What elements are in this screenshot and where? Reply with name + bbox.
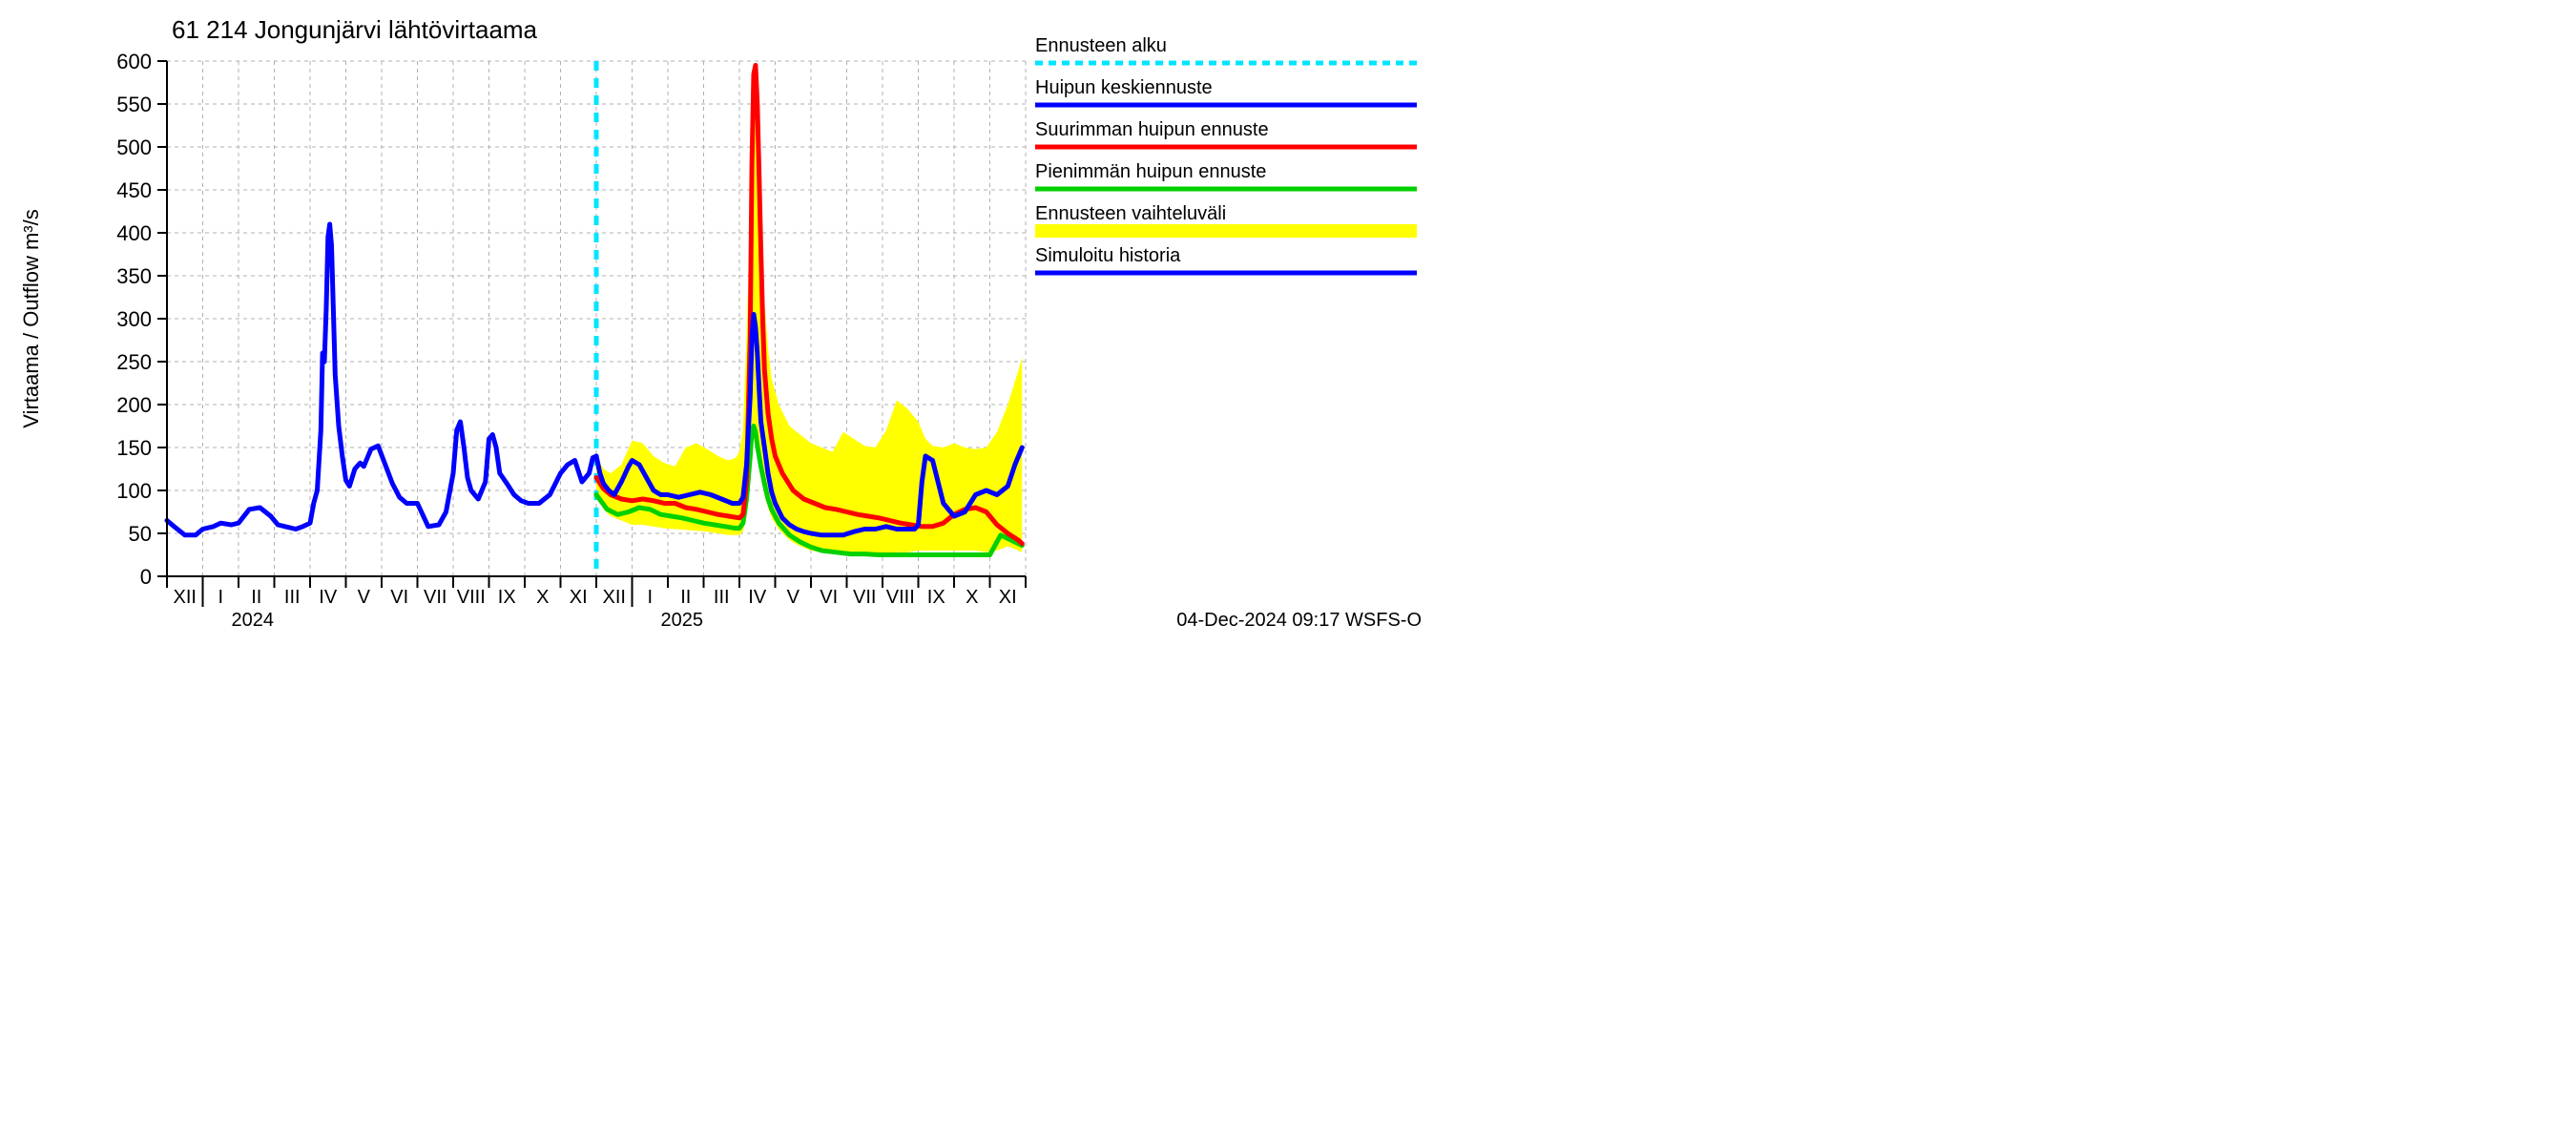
y-tick-label: 500 (116, 135, 152, 159)
x-tick-label: VI (820, 587, 838, 608)
x-tick-label: XII (174, 587, 197, 608)
x-tick-label: X (536, 587, 549, 608)
legend-label: Suurimman huipun ennuste (1035, 119, 1269, 140)
x-tick-label: VIII (457, 587, 486, 608)
y-tick-label: 0 (140, 565, 152, 589)
chart-title: 61 214 Jongunjärvi lähtövirtaama (172, 15, 538, 44)
x-tick-label: VIII (886, 587, 915, 608)
y-tick-label: 50 (129, 522, 152, 546)
y-tick-label: 300 (116, 307, 152, 331)
x-tick-label: IV (748, 587, 767, 608)
x-tick-label: V (358, 587, 371, 608)
y-tick-label: 250 (116, 350, 152, 374)
x-tick-label: X (966, 587, 978, 608)
x-tick-label: II (680, 587, 691, 608)
chart-svg: 050100150200250300350400450500550600XIII… (0, 0, 1431, 636)
y-tick-label: 600 (116, 50, 152, 73)
y-tick-label: 550 (116, 93, 152, 116)
y-tick-label: 200 (116, 393, 152, 417)
legend-label: Ennusteen alku (1035, 35, 1167, 56)
footer-timestamp: 04-Dec-2024 09:17 WSFS-O (1176, 610, 1422, 631)
y-axis-label: Virtaama / Outflow m³/s (19, 209, 43, 427)
forecast-range-band (596, 100, 1022, 553)
legend-label: Ennusteen vaihteluväli (1035, 203, 1226, 224)
legend-label: Pienimmän huipun ennuste (1035, 161, 1266, 182)
x-tick-label: VII (424, 587, 447, 608)
y-tick-label: 150 (116, 436, 152, 460)
x-tick-label: IV (319, 587, 338, 608)
x-tick-label: IX (927, 587, 945, 608)
x-tick-label: I (218, 587, 223, 608)
x-tick-label: II (251, 587, 261, 608)
chart-container: 050100150200250300350400450500550600XIII… (0, 0, 1431, 636)
y-tick-label: 350 (116, 264, 152, 288)
y-tick-label: 100 (116, 479, 152, 503)
year-label: 2024 (232, 610, 275, 631)
legend-label: Simuloitu historia (1035, 245, 1181, 266)
x-tick-label: VII (853, 587, 876, 608)
y-tick-label: 450 (116, 178, 152, 202)
x-tick-label: III (284, 587, 301, 608)
x-tick-label: III (714, 587, 730, 608)
x-tick-label: XII (603, 587, 626, 608)
x-tick-label: XI (570, 587, 588, 608)
x-tick-label: I (647, 587, 653, 608)
y-tick-label: 400 (116, 221, 152, 245)
x-tick-label: XI (999, 587, 1017, 608)
year-label: 2025 (661, 610, 704, 631)
x-tick-label: IX (498, 587, 516, 608)
legend-label: Huipun keskiennuste (1035, 77, 1213, 98)
x-tick-label: VI (390, 587, 408, 608)
x-tick-label: V (787, 587, 800, 608)
